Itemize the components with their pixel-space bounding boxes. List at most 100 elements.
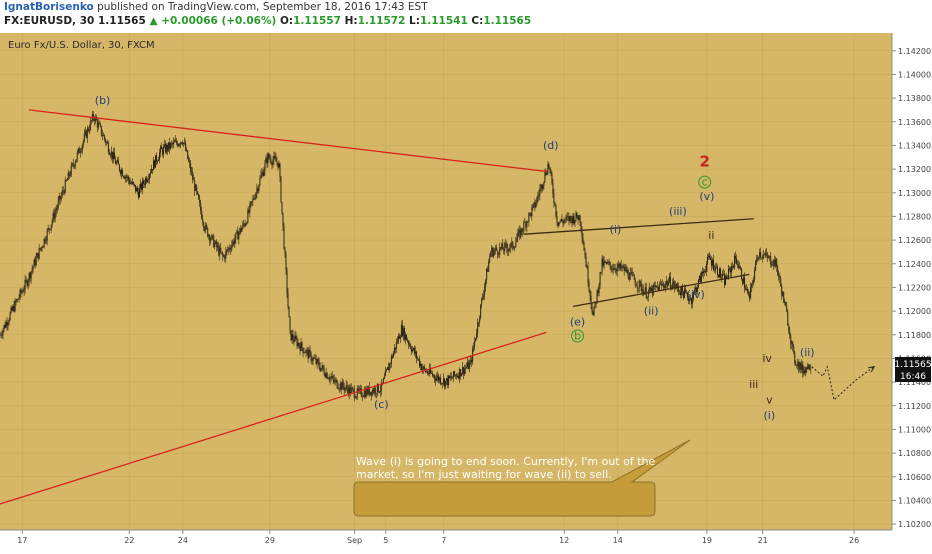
wave-label: v [766,393,773,406]
candle-body [33,259,35,267]
candle-body [680,286,682,296]
candle-body [606,262,608,264]
candle-body [599,272,601,285]
author-link[interactable]: IgnatBorisenko [4,1,94,13]
candle-body [807,364,809,370]
y-tick-label: 1.13200 [898,165,931,174]
candle-body [530,212,532,217]
candle-body [553,194,555,203]
candle-body [49,229,51,231]
y-tick-label: 1.13800 [898,94,931,103]
candle-body [518,229,520,233]
candle-body [559,221,561,223]
candle-body [809,368,811,370]
wave-label: (ii) [800,346,815,359]
candle-body [129,182,131,184]
candle-body [138,188,140,198]
candle-body [302,348,304,353]
candle-body [762,257,764,258]
candle-body [31,269,33,272]
candle-body [802,364,804,374]
candle-body [394,347,396,350]
price-chart[interactable]: (b)(c)(d)(e)b(i)(ii)(iii)(iv)(v)c2iiiivi… [0,30,932,550]
candle-body [278,163,280,168]
annotation-callout[interactable]: Wave (i) is going to end soon. Currently… [353,439,691,517]
candle-body [650,287,652,291]
candle-body [505,243,507,245]
candle-body [610,265,612,270]
candle-body [355,396,357,399]
candle-body [48,228,50,230]
candle-body [701,271,703,274]
candle-body [312,357,314,361]
candle-body [747,289,749,292]
candle-body [475,338,477,341]
candle-body [100,125,102,135]
candle-body [720,268,722,278]
candle-body [365,388,367,397]
candle-body [757,257,759,259]
candle-body [55,209,57,212]
candle-body [17,299,19,300]
candle-body [57,200,59,208]
candle-body [345,385,347,388]
candle-body [198,194,200,200]
candle-body [658,284,660,291]
candle-body [706,256,708,264]
candle-body [177,143,179,147]
candle-body [40,247,42,250]
candle-body [494,249,496,252]
candle-body [194,180,196,191]
candle-body [519,229,521,238]
candle-body [711,259,713,266]
candle-body [624,267,626,271]
candle-body [589,290,591,297]
candle-body [331,376,333,378]
y-tick-label: 1.12400 [898,260,931,269]
candle-body [414,351,416,354]
projection-line [811,365,875,401]
chart-area[interactable]: (b) (c) (d) (e) b (i) (ii) (iii) (iv) (v) c 2 ii i iv i… [0,30,932,550]
candle-body [61,190,63,196]
candle-body [654,285,656,288]
candle-body [637,287,639,289]
candle-body [84,131,86,135]
candle-body [10,307,12,313]
candle-body [247,209,249,223]
candle-body [101,134,103,136]
candle-body [192,171,194,180]
candle-body [0,334,1,336]
candle-body [305,350,307,354]
y-tick-label: 1.12000 [898,307,931,316]
candle-body [304,352,306,354]
candle-body [39,248,41,250]
candle-body [403,327,405,340]
y-tick-label: 1.12800 [898,212,931,221]
y-tick-label: 1.11400 [898,378,931,387]
candle-body [143,180,145,184]
candle-body [140,183,142,190]
candle-body [148,178,150,180]
candle-body [536,197,538,204]
candle-body [26,280,28,286]
candle-body [274,155,276,158]
candle-body [552,183,554,195]
candle-body [169,142,171,149]
candle-body [388,363,390,371]
candle-body [603,261,605,266]
candle-body [282,212,284,227]
candle-body [19,289,21,298]
candle-body [391,356,393,358]
candle-body [308,349,310,359]
candle-body [616,267,618,272]
candle-body [93,118,95,122]
candle-body [183,142,185,144]
candle-body [411,349,413,352]
candle-body [346,385,348,390]
y-tick-label: 1.12200 [898,283,931,292]
candle-body [486,269,488,280]
candle-body [29,273,31,279]
candle-body [483,294,485,298]
candle-body [395,341,397,350]
candle-body [728,268,730,278]
